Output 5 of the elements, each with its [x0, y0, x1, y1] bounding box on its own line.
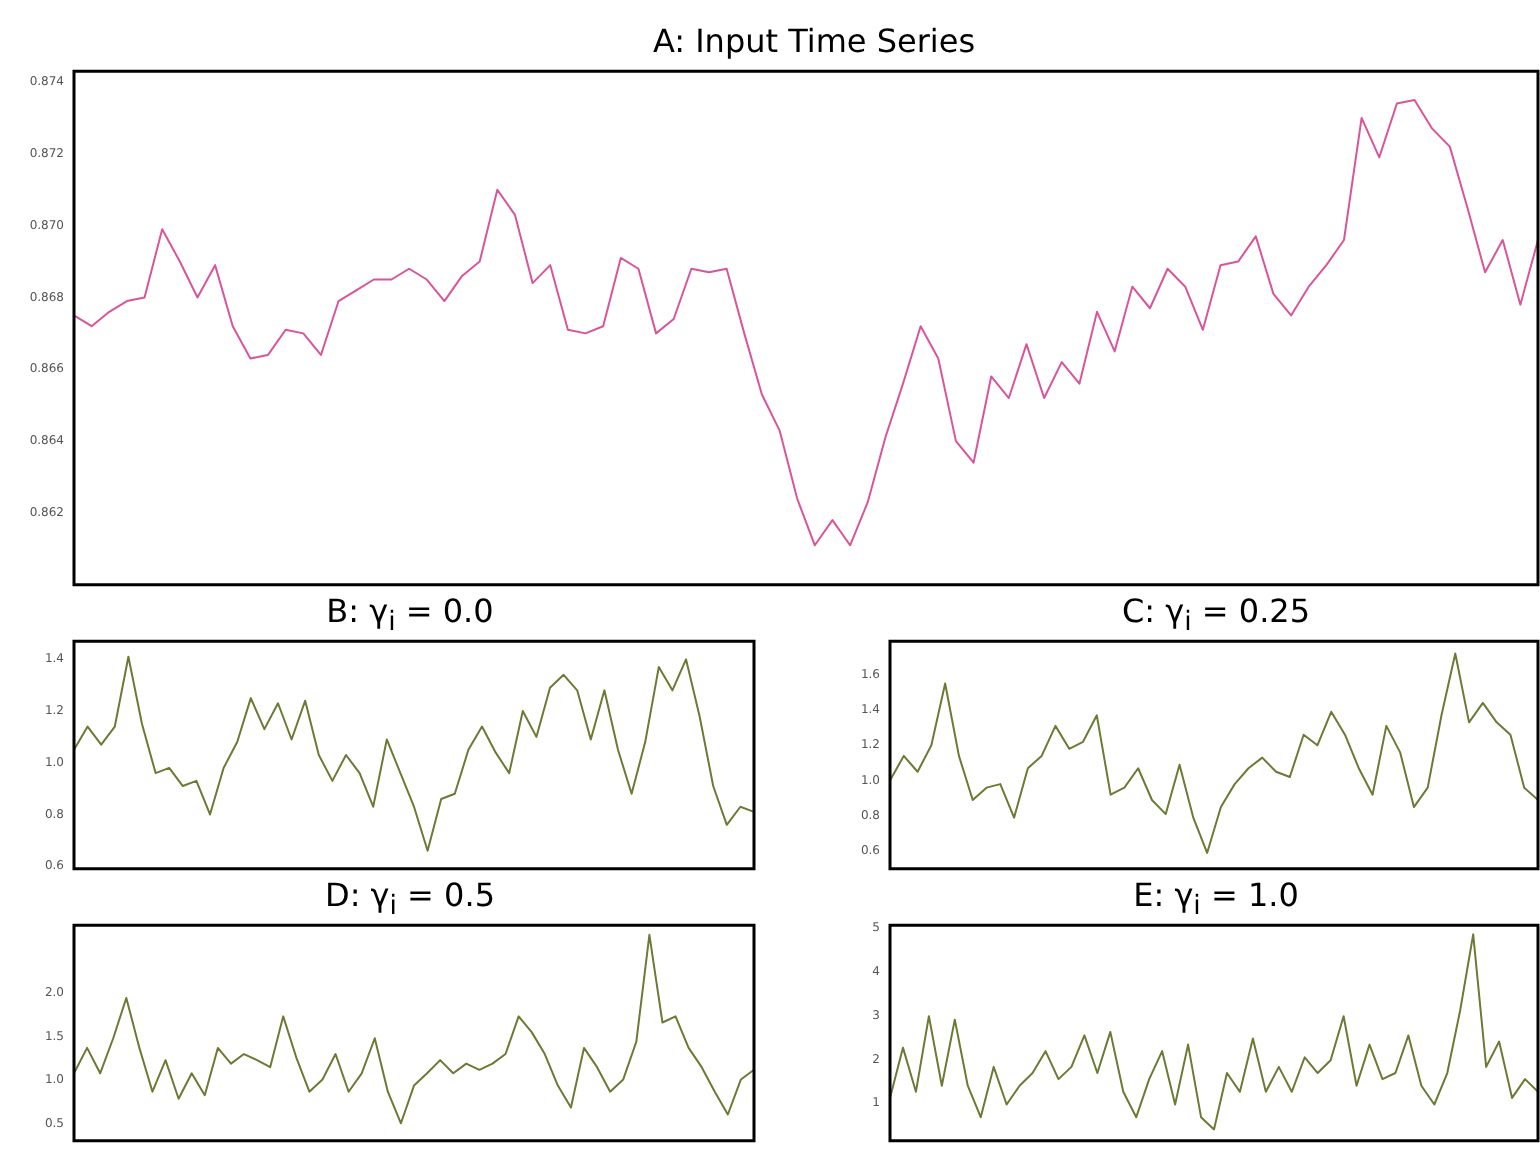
chart-title: E: γ$_{i}$ = 1.0 [1133, 876, 1299, 927]
chart-title: A: Input Time Series [652, 22, 976, 60]
chart-title: B: γ$_{i}$ = 0.0 [326, 592, 494, 643]
chart-title: C: γ$_{i}$ = 0.25 [1121, 592, 1311, 643]
chart-title: D: γ$_{i}$ = 0.5 [325, 876, 495, 927]
